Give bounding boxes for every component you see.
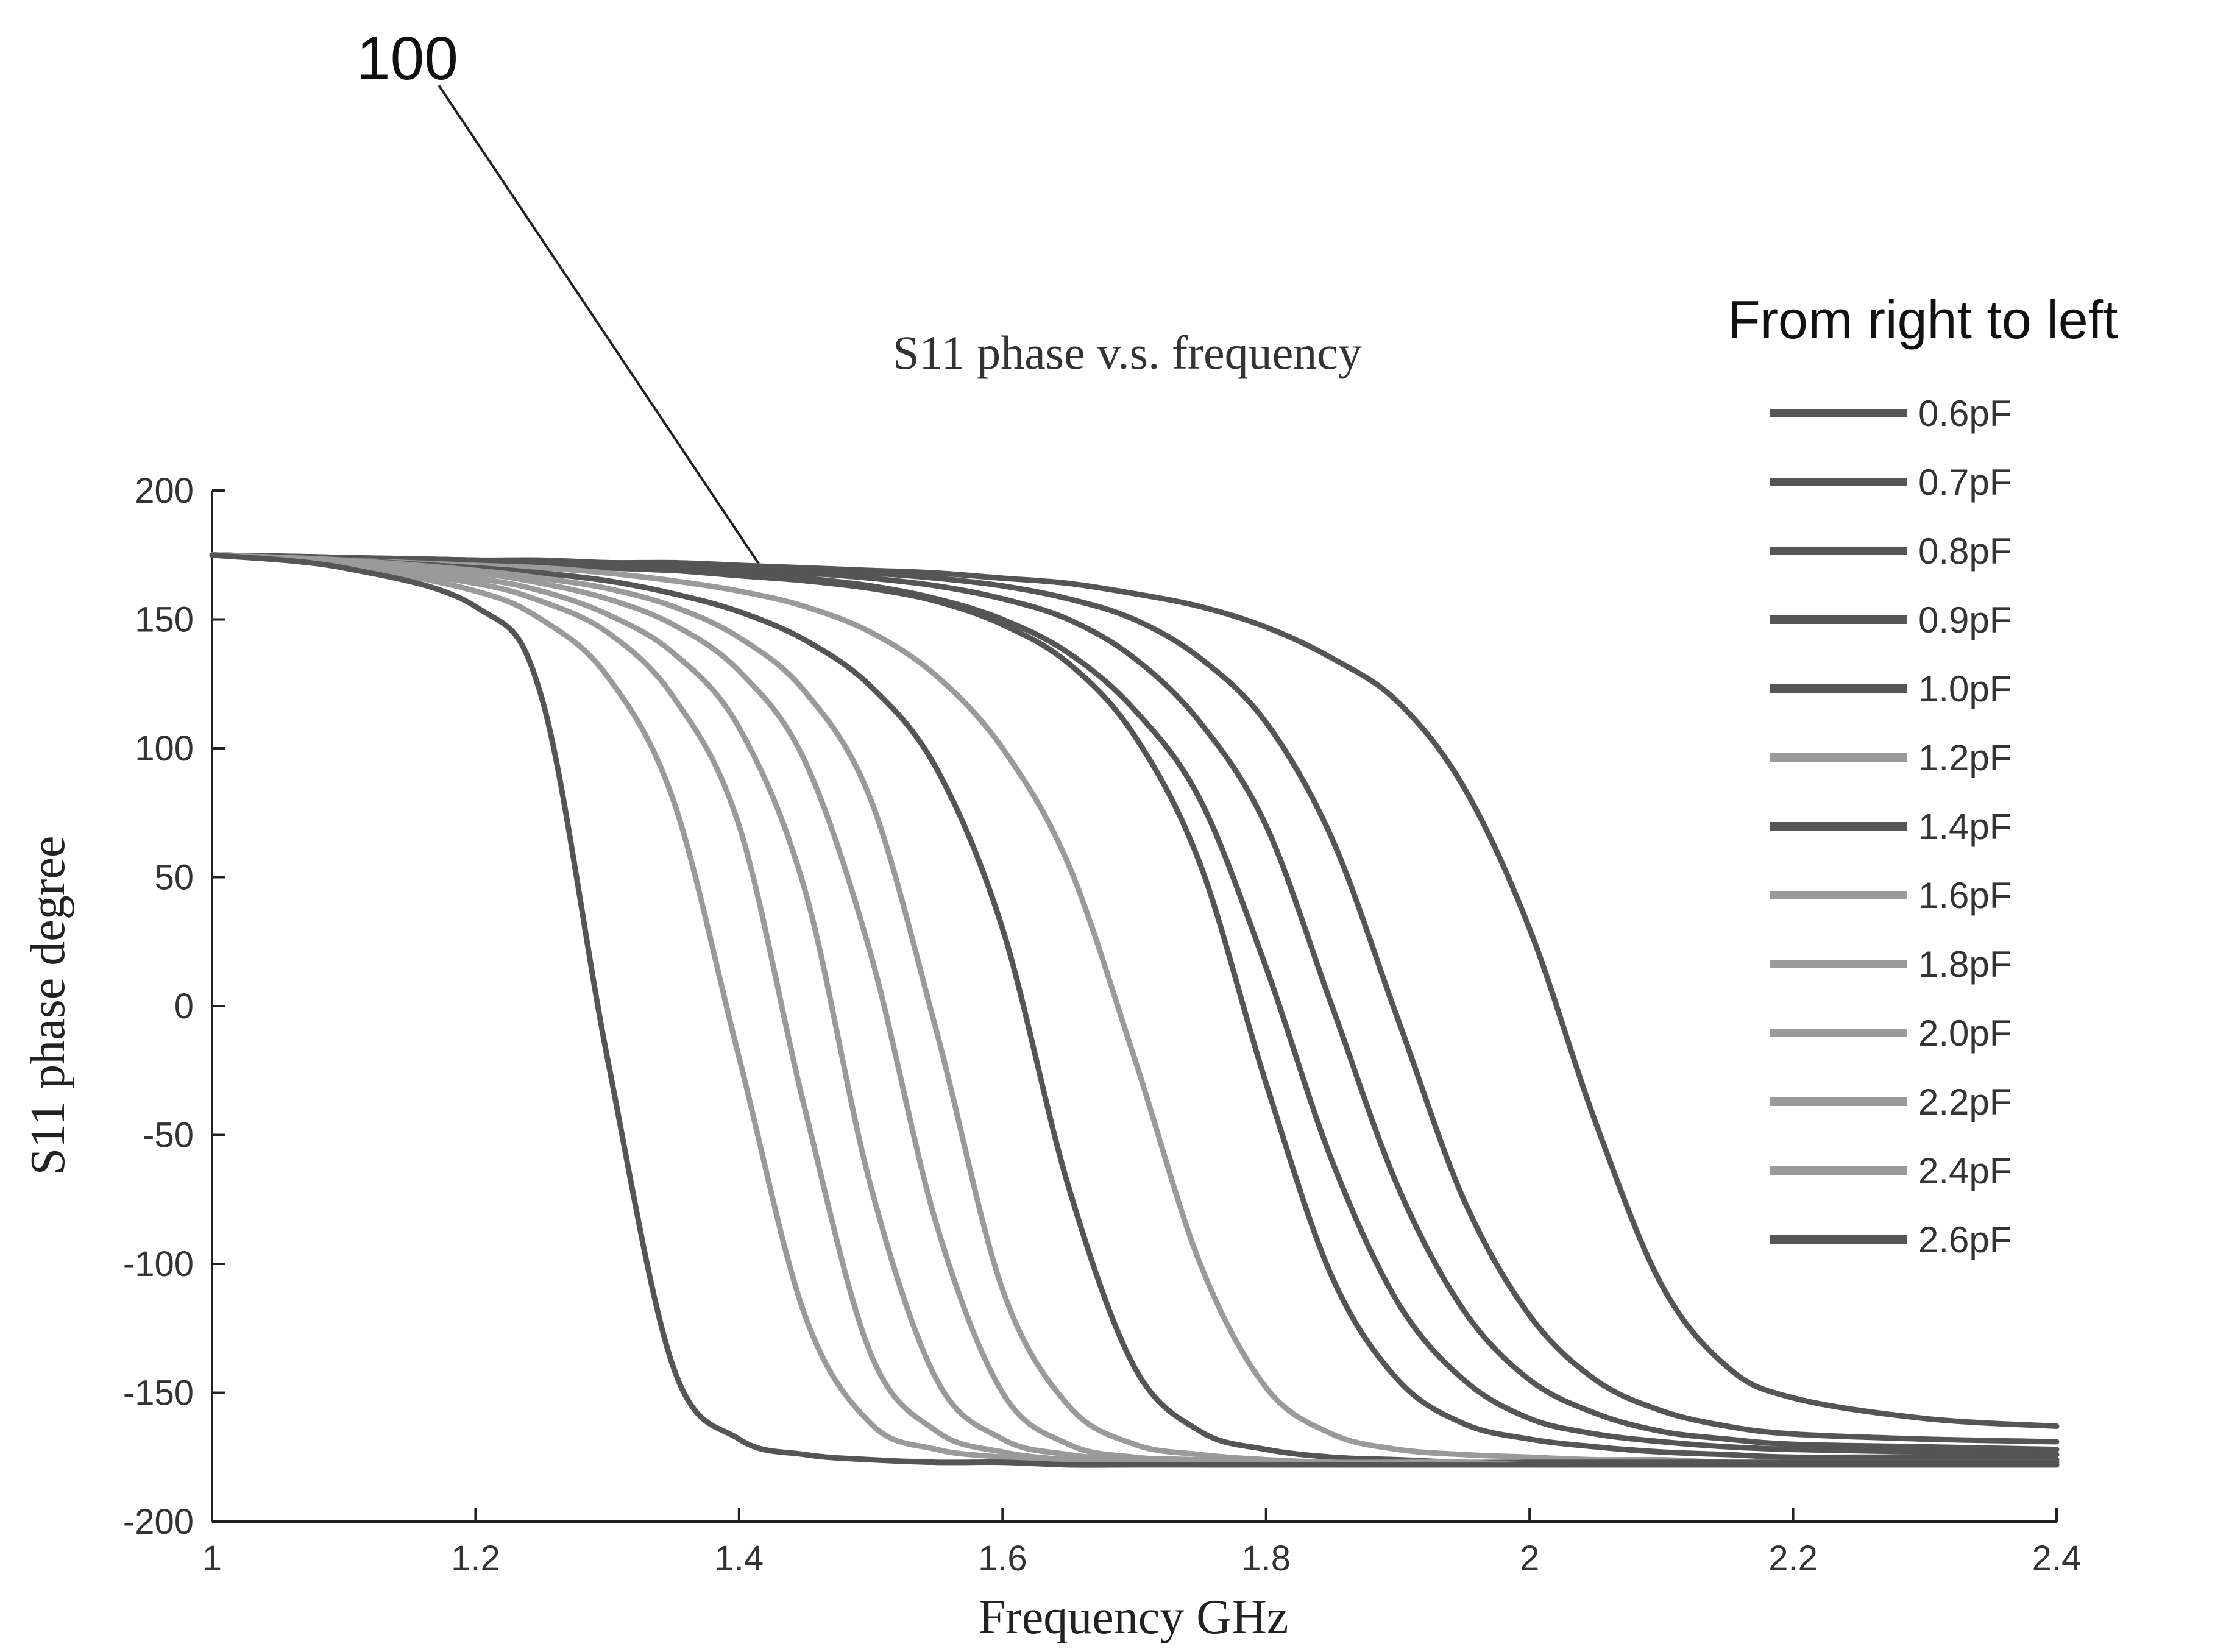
x-tick-label: 1.6 [978, 1539, 1027, 1578]
reference-leader-line [438, 84, 760, 565]
legend-label-2-4pf: 2.4pF [1918, 1150, 2012, 1191]
y-tick-label: -150 [123, 1374, 194, 1413]
series-line-1-0pf [209, 552, 2060, 1462]
x-ticks: 1 1.2 1.4 1.6 1.8 2 2.2 2.4 [202, 1508, 2081, 1578]
x-tick-label: 2.4 [2032, 1539, 2082, 1578]
x-axis-label: Frequency GHz [979, 1590, 1289, 1644]
legend-label-0-7pf: 0.7pF [1918, 462, 2012, 503]
x-tick-label: 1.2 [451, 1539, 500, 1578]
y-axis-label: S11 phase degree [21, 836, 75, 1175]
y-tick-label: -50 [143, 1116, 194, 1155]
y-tick-label: 0 [174, 987, 194, 1026]
x-tick-label: 1.8 [1241, 1539, 1291, 1578]
y-ticks: 200 150 100 50 0 -50 -100 -150 -200 [123, 471, 225, 1542]
legend-label-0-9pf: 0.9pF [1918, 600, 2012, 640]
x-tick-label: 1 [202, 1539, 222, 1578]
legend-label-1-2pf: 1.2pF [1918, 737, 2012, 778]
legend-label-2-6pf: 2.6pF [1918, 1219, 2012, 1260]
legend-label-1-4pf: 1.4pF [1918, 806, 2012, 847]
reference-numeral-100: 100 [356, 24, 458, 93]
x-tick-label: 1.4 [715, 1539, 764, 1578]
y-tick-label: -200 [123, 1502, 194, 1542]
x-tick-label: 2 [1520, 1539, 1539, 1578]
y-tick-label: 200 [135, 471, 194, 511]
chart-title: S11 phase v.s. frequency [893, 326, 1362, 379]
y-tick-label: 50 [154, 858, 194, 898]
legend-label-0-8pf: 0.8pF [1918, 531, 2012, 572]
x-tick-label: 2.2 [1768, 1539, 1818, 1578]
legend-label-1-6pf: 1.6pF [1918, 875, 2012, 916]
y-tick-label: 100 [135, 729, 194, 768]
legend: 0.6pF 0.7pF 0.8pF 0.9pF 1.0pF 1.2pF 1.4pF 1.6pF… [1770, 393, 2012, 1260]
curves [209, 552, 2060, 1468]
series-line-2-6pf [209, 552, 2060, 1468]
y-tick-label: -100 [123, 1244, 194, 1284]
legend-label-2-2pf: 2.2pF [1918, 1082, 2012, 1122]
y-tick-label: 150 [135, 600, 194, 640]
legend-label-1-8pf: 1.8pF [1918, 944, 2012, 985]
legend-heading: From right to left [1728, 289, 2118, 350]
legend-label-1-0pf: 1.0pF [1918, 668, 2012, 709]
legend-label-0-6pf: 0.6pF [1918, 393, 2012, 434]
legend-label-2-0pf: 2.0pF [1918, 1013, 2012, 1054]
